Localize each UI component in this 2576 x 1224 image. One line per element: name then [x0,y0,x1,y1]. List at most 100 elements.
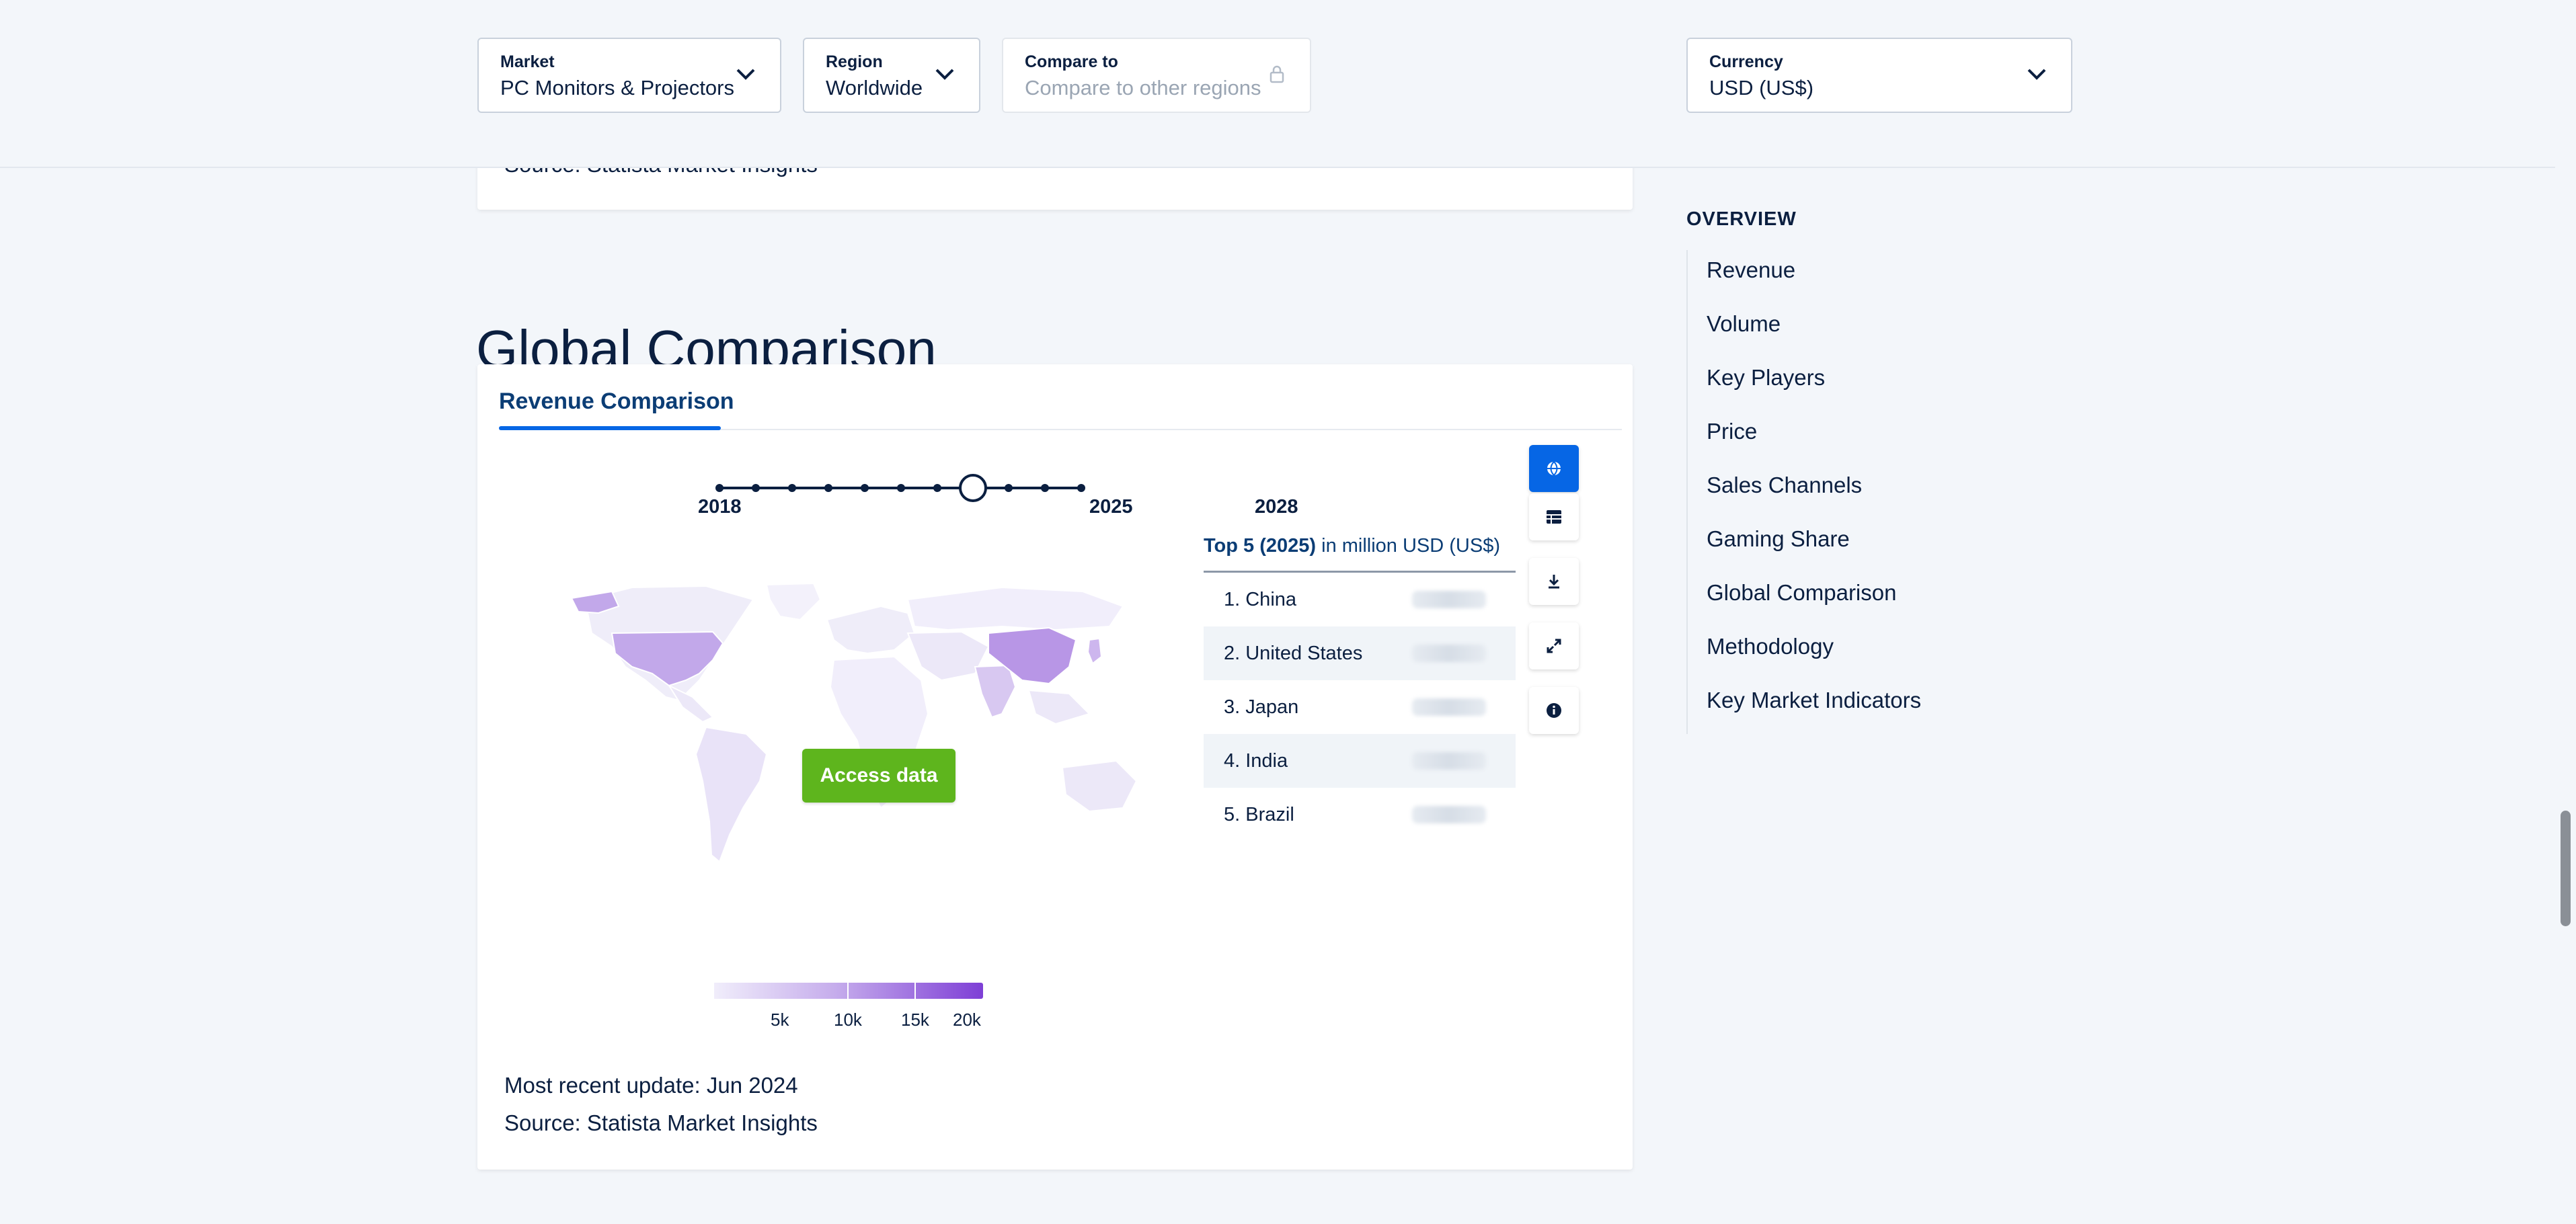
timeline-end-label: 2028 [1255,496,1298,518]
market-select[interactable]: Market PC Monitors & Projectors [477,38,781,113]
currency-select[interactable]: Currency USD (US$) [1686,38,2072,113]
region-china[interactable] [988,626,1077,685]
sidebar-item-volume[interactable]: Volume [1707,311,1781,336]
download-icon [1549,575,1559,589]
sidebar-item-key-players[interactable]: Key Players [1707,365,1826,390]
timeline-point-2024[interactable] [933,484,941,492]
expand-button[interactable] [1529,622,1579,669]
compare-placeholder: Compare to other regions [1025,76,1261,99]
scrollbar-track[interactable] [2555,0,2576,1224]
region-japan[interactable] [1087,637,1103,665]
globe-icon [1547,461,1561,477]
region-greenland[interactable] [765,582,822,621]
blurred-value [1412,752,1486,770]
timeline-point-2028[interactable] [1077,484,1085,492]
legend-tick [713,983,714,999]
region-southeast-asia[interactable] [1027,689,1091,725]
timeline-point-2021[interactable] [824,484,832,492]
map-view-button[interactable] [1529,445,1579,492]
tab-divider [499,429,1622,430]
blurred-value [1412,591,1486,608]
timeline-point-2023[interactable] [897,484,905,492]
sidebar-item-price[interactable]: Price [1707,419,1758,444]
table-view-button[interactable] [1529,493,1579,540]
legend-tick [914,983,916,999]
overview-sidebar: OVERVIEW Revenue Volume Key Players Pric… [1686,208,1921,734]
country-label: 4. India [1224,749,1288,772]
sidebar-item-gaming-share[interactable]: Gaming Share [1707,526,1850,551]
timeline-point-2026[interactable] [1005,484,1013,492]
region-australia[interactable] [1061,760,1138,813]
blurred-value [1412,698,1486,716]
sidebar-title: OVERVIEW [1686,208,1797,230]
timeline-point-2027[interactable] [1041,484,1049,492]
chevron-down-icon [736,69,755,80]
legend-label: 10k [834,1010,862,1030]
table-row: 4. India [1204,734,1516,788]
region-central-america[interactable] [667,684,714,723]
timeline-point-2018[interactable] [715,484,724,492]
market-label: Market [500,52,555,71]
timeline-selected-handle[interactable] [959,474,987,502]
region-russia[interactable] [906,586,1124,631]
region-select[interactable]: Region Worldwide [803,38,980,113]
table-row: 2. United States [1204,626,1516,680]
timeline-start-label: 2018 [698,496,742,518]
region-middle-east[interactable] [906,630,990,682]
timeline-point-2019[interactable] [752,484,760,492]
world-map[interactable] [531,579,1190,889]
access-data-button[interactable]: Access data [802,749,955,803]
source-note: Source: Statista Market Insights [504,1110,818,1135]
tab-underline [499,426,721,430]
legend-label: 20k [953,1010,981,1030]
region-south-america[interactable] [695,726,768,863]
country-label: 2. United States [1224,642,1363,664]
top5-table: Top 5 (2025) in million USD (US$) 1. Chi… [1204,532,1516,842]
sidebar-item-methodology[interactable]: Methodology [1707,634,1834,659]
sidebar-item-sales-channels[interactable]: Sales Channels [1707,473,1863,497]
table-row: 5. Brazil [1204,788,1516,842]
sidebar-item-global-comparison[interactable]: Global Comparison [1707,580,1897,605]
update-note: Most recent update: Jun 2024 [504,1073,798,1098]
table-row: 3. Japan [1204,680,1516,734]
timeline-point-2022[interactable] [861,484,869,492]
region-europe[interactable] [826,605,916,655]
region-label: Region [826,52,883,71]
sidebar-item-revenue[interactable]: Revenue [1707,257,1796,282]
compare-label: Compare to [1025,52,1118,71]
blurred-value [1412,645,1486,662]
scrollbar-thumb[interactable] [2561,811,2571,926]
info-button[interactable] [1529,687,1579,734]
region-india[interactable] [974,664,1017,719]
year-timeline-points[interactable] [706,465,1096,505]
blurred-value [1412,806,1486,823]
top5-divider [1204,571,1516,573]
sidebar-item-key-market-indicators[interactable]: Key Market Indicators [1707,688,1922,712]
country-label: 1. China [1224,588,1297,610]
map-regions [570,582,1138,863]
download-button[interactable] [1529,558,1579,605]
market-value: PC Monitors & Projectors [500,76,734,99]
filter-bar: Market PC Monitors & Projectors Region W… [0,0,2555,168]
timeline-selected-label: 2025 [1089,496,1133,518]
legend-gradient [713,983,983,999]
country-label: 3. Japan [1224,696,1299,718]
revenue-comparison-card: Revenue Comparison [477,364,1633,1170]
region-united-states[interactable] [611,630,724,687]
lock-icon [1270,65,1284,83]
table-row: 1. China [1204,573,1516,626]
map-legend: 5k 10k 15k 20k [713,983,983,1030]
expand-icon [1547,639,1561,653]
sidebar-nav: Revenue Volume Key Players Price Sales C… [1686,250,2051,734]
top5-header-unit: in million USD (US$) [1316,535,1501,557]
legend-label: 15k [901,1010,929,1030]
timeline-point-2020[interactable] [788,484,796,492]
table-icon [1547,510,1561,524]
top5-header: Top 5 (2025) in million USD (US$) [1204,532,1516,560]
tab-revenue-comparison[interactable]: Revenue Comparison [499,389,734,414]
top5-header-bold: Top 5 (2025) [1204,535,1317,557]
compare-select[interactable]: Compare to Compare to other regions [1002,38,1311,113]
legend-label: 5k [771,1010,789,1030]
region-alaska[interactable] [570,590,620,614]
currency-label: Currency [1709,52,1783,71]
